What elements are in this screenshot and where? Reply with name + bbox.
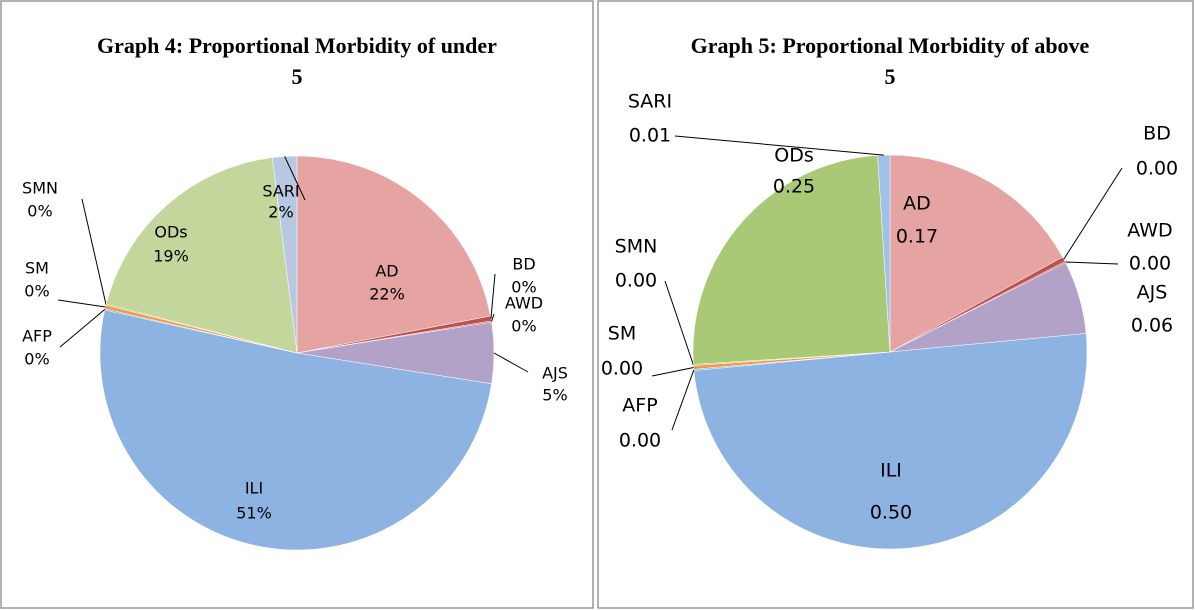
leader-line [651,366,694,377]
leader-line [81,198,107,305]
slice-value: 0.00 [601,358,643,380]
slice-label: ODs [154,223,187,242]
slice-label: BD [512,255,535,274]
slice-label: ODs [774,145,813,167]
slice-value: 2% [268,203,293,222]
leader-line [493,352,529,373]
slice-label: SMN [22,179,58,198]
slice-value: 0% [24,350,49,369]
leader-line [664,280,694,366]
slice-label: ILI [245,479,263,498]
pie-slice [692,155,891,365]
pie-slice [693,333,1088,550]
slice-label: AFP [22,327,52,346]
slice-value: 0% [511,317,536,336]
panel-border [597,0,1194,609]
slice-label: SM [25,259,49,278]
chart-title: Graph 4: Proportional Morbidity of under… [97,33,497,89]
slice-label: SARI [628,91,672,113]
chart-title: Graph 5: Proportional Morbidity of above… [690,33,1090,89]
leader-line [59,309,106,348]
slice-label: AWD [505,294,543,313]
slice-value: 0.25 [773,176,815,198]
slice-label: AD [903,193,931,215]
slice-label: AFP [622,395,657,417]
slice-value: 22% [369,285,405,304]
pie-slice [296,155,491,354]
slice-value: 0% [24,282,49,301]
slice-label: ILI [880,460,902,482]
slice-value: 19% [153,247,189,266]
leader-line [490,273,496,319]
slice-value: 0% [511,278,536,297]
pie-slice [272,155,298,354]
leader-line [284,156,306,201]
pie-slice [105,157,298,354]
panel-border [0,0,594,609]
slice-label: SM [608,323,636,345]
slice-value: 0.17 [896,226,938,248]
slice-value: 0.06 [1131,315,1173,337]
leader-line [1063,167,1123,260]
slice-value: 0.00 [619,430,661,452]
slice-value: 51% [236,504,272,523]
pie-slice [99,309,492,551]
slice-label: AJS [542,364,568,383]
slice-label: AJS [1137,282,1168,304]
leader-line [57,299,106,308]
slice-value: 0.01 [629,125,671,147]
slice-value: 0.00 [1136,158,1178,180]
slice-value: 0.00 [615,270,657,292]
slice-value: 0% [27,202,52,221]
slice-label: AD [375,262,398,281]
slice-label: BD [1143,123,1171,145]
leader-line [1065,261,1119,265]
leader-line [671,369,695,431]
slice-label: SMN [615,236,658,258]
slice-value: 0.00 [1129,253,1171,275]
slice-label: SARI [262,182,299,201]
leader-line [674,135,884,156]
slice-value: 0.50 [870,502,912,524]
slice-value: 5% [542,386,567,405]
pie-slice [889,154,1063,353]
slice-label: AWD [1127,220,1172,242]
leader-line [491,313,495,322]
